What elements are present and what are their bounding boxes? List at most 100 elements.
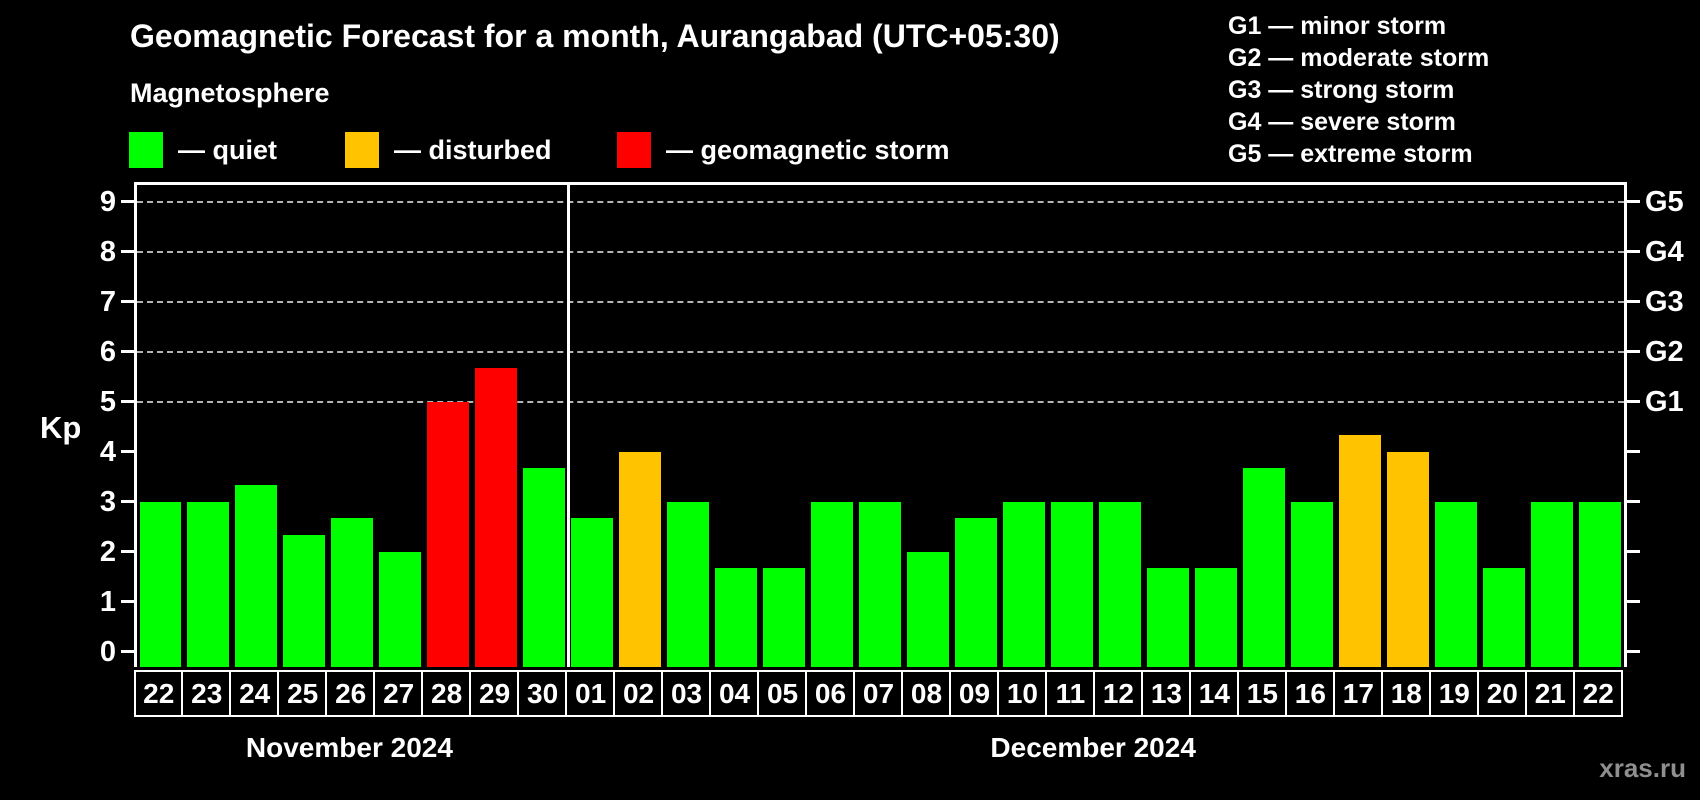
date-box: 05 [757, 670, 808, 717]
date-box: 12 [1093, 670, 1144, 717]
page-title: Geomagnetic Forecast for a month, Aurang… [130, 18, 1060, 54]
y-tick-label: 4 [99, 435, 116, 468]
kp-bar [955, 518, 998, 667]
legend-item-storm: — geomagnetic storm [617, 130, 950, 170]
storm-scale-line: G4 — severe storm [1228, 108, 1456, 136]
date-box: 23 [181, 670, 232, 717]
date-box: 08 [901, 670, 952, 717]
kp-bar [283, 535, 326, 667]
kp-bar [1291, 501, 1334, 667]
date-box: 06 [805, 670, 856, 717]
date-box: 22 [133, 670, 184, 717]
y-axis-tick-left [120, 350, 134, 354]
date-box: 09 [949, 670, 1000, 717]
date-box: 01 [565, 670, 616, 717]
kp-bar [1387, 451, 1430, 667]
y-axis-tick-left [120, 400, 134, 404]
kp-bar [1099, 501, 1142, 667]
right-axis-label-g2: G2 [1645, 335, 1684, 368]
y-tick-label: 7 [99, 285, 116, 318]
month-separator-line [566, 185, 570, 667]
date-box: 15 [1237, 670, 1288, 717]
date-box: 13 [1141, 670, 1192, 717]
quiet-swatch-icon [129, 132, 163, 168]
y-axis-tick-left [120, 250, 134, 254]
kp-bar [1339, 435, 1382, 667]
gridline-kp5 [136, 400, 1624, 403]
y-axis-tick-right [1627, 450, 1640, 454]
date-box: 30 [517, 670, 568, 717]
gridline-kp8 [136, 250, 1624, 253]
date-box: 02 [613, 670, 664, 717]
kp-bar [1003, 501, 1046, 667]
date-box: 03 [661, 670, 712, 717]
y-axis-tick-left [120, 600, 134, 604]
y-axis-tick-right [1627, 300, 1640, 304]
kp-bar [859, 501, 902, 667]
y-axis-tick-right [1627, 200, 1640, 204]
kp-bar [1195, 568, 1238, 667]
storm-scale-line: G1 — minor storm [1228, 12, 1447, 40]
right-axis-label-g1: G1 [1645, 385, 1684, 418]
date-box: 14 [1189, 670, 1240, 717]
gridline-kp9 [136, 200, 1624, 203]
y-tick-label: 1 [99, 585, 116, 618]
kp-bar [1531, 501, 1573, 667]
y-tick-label: 5 [99, 385, 116, 418]
y-tick-label: 2 [99, 535, 116, 568]
kp-bar [667, 501, 710, 667]
date-box: 17 [1333, 670, 1384, 717]
y-axis-tick-right [1627, 600, 1640, 604]
storm-swatch-icon [617, 132, 651, 168]
date-box: 27 [373, 670, 424, 717]
y-axis-tick-left [120, 500, 134, 504]
storm-scale-line: G2 — moderate storm [1228, 44, 1490, 72]
kp-bar [907, 551, 950, 667]
storm-scale-line: G3 — strong storm [1228, 76, 1455, 104]
date-box: 19 [1429, 670, 1480, 717]
kp-bar [763, 568, 806, 667]
disturbed-swatch-icon [345, 132, 379, 168]
kp-bar [427, 401, 470, 667]
date-box: 04 [709, 670, 760, 717]
date-box: 20 [1477, 670, 1528, 717]
legend-item-disturbed: — disturbed [345, 130, 552, 170]
kp-bar [571, 518, 614, 667]
y-axis-tick-right [1627, 550, 1640, 554]
date-box: 28 [421, 670, 472, 717]
date-box: 21 [1525, 670, 1576, 717]
watermark: xras.ru [1599, 753, 1686, 783]
y-axis-tick-left [120, 550, 134, 554]
kp-bar [187, 501, 230, 667]
y-axis-tick-right [1627, 350, 1640, 354]
y-axis-tick-left [120, 450, 134, 454]
storm-scale-legend: G1 — minor storm G2 — moderate storm G3 — … [1228, 10, 1489, 170]
date-box: 16 [1285, 670, 1336, 717]
date-box: 26 [325, 670, 376, 717]
y-axis-tick-left [120, 200, 134, 204]
kp-bar [475, 368, 518, 667]
kp-bar [1147, 568, 1190, 667]
kp-bar [1243, 468, 1286, 667]
plot-area [133, 182, 1627, 667]
month-label: December 2024 [990, 732, 1196, 763]
storm-scale-line: G5 — extreme storm [1228, 140, 1473, 168]
legend-label: — disturbed [394, 134, 552, 165]
subtitle-magnetosphere: Magnetosphere [130, 78, 330, 108]
kp-bar [379, 551, 422, 667]
date-box: 07 [853, 670, 904, 717]
y-axis-tick-right [1627, 250, 1640, 254]
right-axis-label-g4: G4 [1645, 235, 1684, 268]
y-tick-label: 0 [99, 635, 116, 668]
date-box: 18 [1381, 670, 1432, 717]
gridline-kp7 [136, 300, 1624, 303]
right-axis-label-g5: G5 [1645, 185, 1684, 218]
date-box: 22 [1573, 670, 1624, 717]
date-box: 29 [469, 670, 520, 717]
y-axis-tick-left [120, 650, 134, 654]
kp-bar [139, 501, 182, 667]
y-tick-label: 6 [99, 335, 116, 368]
date-box: 11 [1045, 670, 1096, 717]
month-label: November 2024 [245, 732, 453, 763]
